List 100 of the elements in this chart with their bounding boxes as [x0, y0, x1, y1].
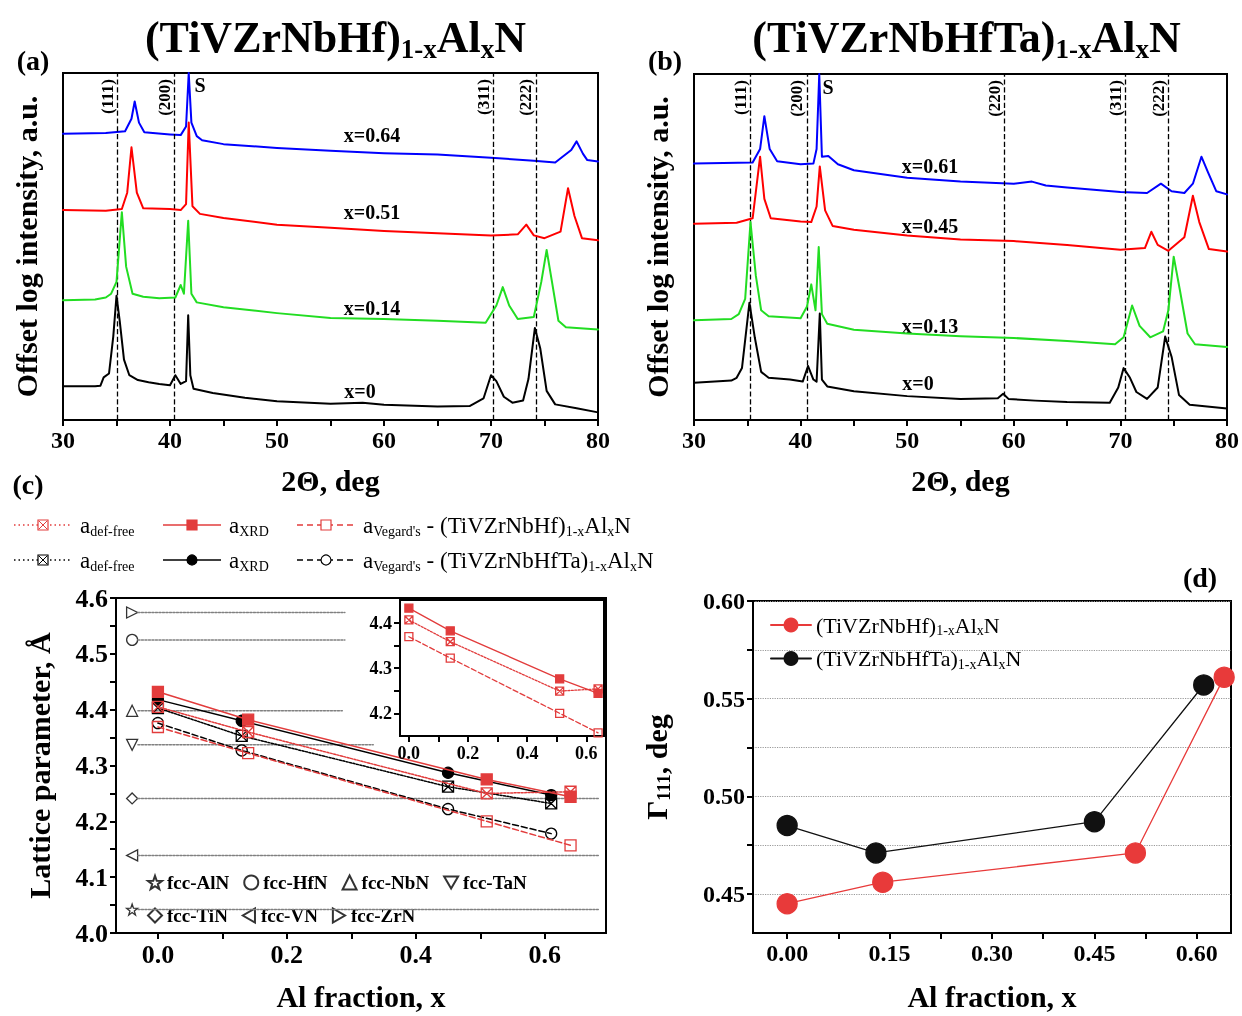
y-tick-label: 4.6 — [75, 583, 108, 613]
annotation: (200) — [154, 79, 174, 116]
point — [545, 797, 558, 810]
point — [242, 713, 255, 726]
y-axis-title: Γ111, deg — [639, 714, 674, 820]
point — [151, 720, 165, 734]
point — [480, 773, 493, 786]
x-tick-label: 0.15 — [868, 940, 911, 966]
annotation: (220) — [984, 80, 1004, 117]
legend-label: fcc-TaN — [463, 872, 528, 893]
x-tick-label: 40 — [158, 427, 182, 453]
annotation: x=0 — [344, 380, 376, 402]
x-tick-label: 0.00 — [766, 940, 809, 966]
point — [125, 738, 139, 751]
x-tick-label: 0.60 — [1175, 940, 1218, 966]
y-tick-label: 4.0 — [75, 918, 108, 948]
point — [593, 728, 603, 738]
point — [564, 785, 577, 798]
y-tick-label: 0.60 — [703, 588, 745, 614]
x-tick-label: 0.0 — [141, 939, 175, 969]
point — [865, 842, 887, 864]
point — [235, 729, 248, 743]
x-tick-label: 30 — [51, 427, 75, 453]
x-axis-title: Al fraction, x — [276, 979, 446, 1013]
x-tick-label: 0.4 — [399, 939, 433, 969]
x-tick-label: 80 — [586, 427, 610, 453]
legend-label: (TiVZrNbHfTa)1-xAlxN — [816, 646, 1022, 672]
annotation: (222) — [516, 79, 536, 116]
x-tick-label: 60 — [372, 427, 396, 453]
point — [555, 674, 565, 684]
point — [776, 893, 798, 915]
legend-label: fcc-HfN — [263, 872, 328, 893]
x-tick-label: 0.6 — [575, 743, 598, 763]
point — [872, 871, 894, 893]
y-tick-label: 4.4 — [369, 612, 392, 633]
y-axis-title: Offset log intensity, a.u. — [9, 95, 43, 398]
y-tick-label: 4.2 — [75, 806, 108, 836]
x-axis-title: 2Θ, deg — [911, 463, 1010, 497]
annotation: S — [822, 76, 834, 98]
annotation: (222) — [1148, 80, 1168, 117]
point — [404, 615, 414, 625]
annotation: x=0.61 — [901, 155, 959, 177]
x-tick-label: 0.2 — [456, 743, 480, 763]
annotation: S — [194, 74, 206, 96]
point — [445, 637, 455, 647]
x-tick-label: 0.2 — [270, 939, 304, 969]
point — [151, 685, 165, 698]
annotation: x=0 — [902, 372, 934, 394]
x-tick-label: 80 — [1215, 427, 1239, 453]
point — [1193, 674, 1215, 696]
annotation: x=0.14 — [343, 297, 401, 319]
point — [441, 780, 455, 793]
text: (c) — [12, 468, 44, 500]
annotation: x=0.13 — [901, 315, 959, 337]
annotation: x=0.64 — [343, 124, 401, 146]
legend-label: (TiVZrNbHf)1-xAlxN — [816, 612, 1000, 638]
x-tick-label: 0.45 — [1073, 940, 1116, 966]
annotation: (111) — [98, 79, 118, 114]
point — [125, 849, 139, 862]
x-tick-label: 0.0 — [397, 743, 421, 763]
point — [441, 802, 455, 816]
y-tick-label: 0.45 — [703, 880, 745, 907]
y-tick-label: 4.2 — [369, 703, 392, 724]
point — [125, 903, 139, 916]
point — [125, 606, 139, 619]
y-tick-label: 4.1 — [75, 862, 108, 892]
x-axis-title: 2Θ, deg — [281, 463, 380, 497]
y-tick-label: 4.4 — [75, 695, 108, 725]
annotation: (311) — [1106, 80, 1126, 116]
point — [242, 747, 255, 760]
point — [555, 708, 565, 718]
legend-label: fcc-NbN — [361, 872, 430, 893]
y-tick-label: 4.3 — [369, 658, 392, 678]
annotation: (200) — [787, 80, 807, 117]
text: (a) — [16, 44, 50, 76]
point — [445, 626, 455, 636]
y-axis-title: Offset log intensity, a.u. — [640, 96, 674, 398]
y-tick-label: 0.55 — [703, 685, 745, 712]
x-tick-label: 40 — [788, 427, 813, 453]
y-tick-label: 4.5 — [75, 639, 108, 669]
x-tick-label: 50 — [895, 427, 920, 453]
legend-label: fcc-AlN — [167, 872, 230, 893]
point — [480, 815, 493, 828]
point — [1083, 811, 1106, 833]
x-tick-label: 0.6 — [528, 939, 561, 969]
point — [593, 684, 603, 694]
y-axis-title: Lattice parameter, Å — [22, 632, 56, 899]
x-tick-label: 70 — [1108, 427, 1133, 453]
annotation: x=0.51 — [343, 201, 401, 223]
text: (b) — [647, 44, 683, 76]
x-tick-label: 60 — [1001, 427, 1026, 453]
point — [445, 653, 455, 663]
point — [404, 603, 414, 613]
x-tick-label: 70 — [479, 427, 503, 453]
point — [776, 814, 798, 837]
annotation: (311) — [473, 79, 493, 115]
x-tick-label: 0.4 — [515, 743, 539, 763]
point — [125, 633, 139, 647]
y-tick-label: 0.50 — [703, 783, 745, 810]
point — [404, 632, 414, 642]
